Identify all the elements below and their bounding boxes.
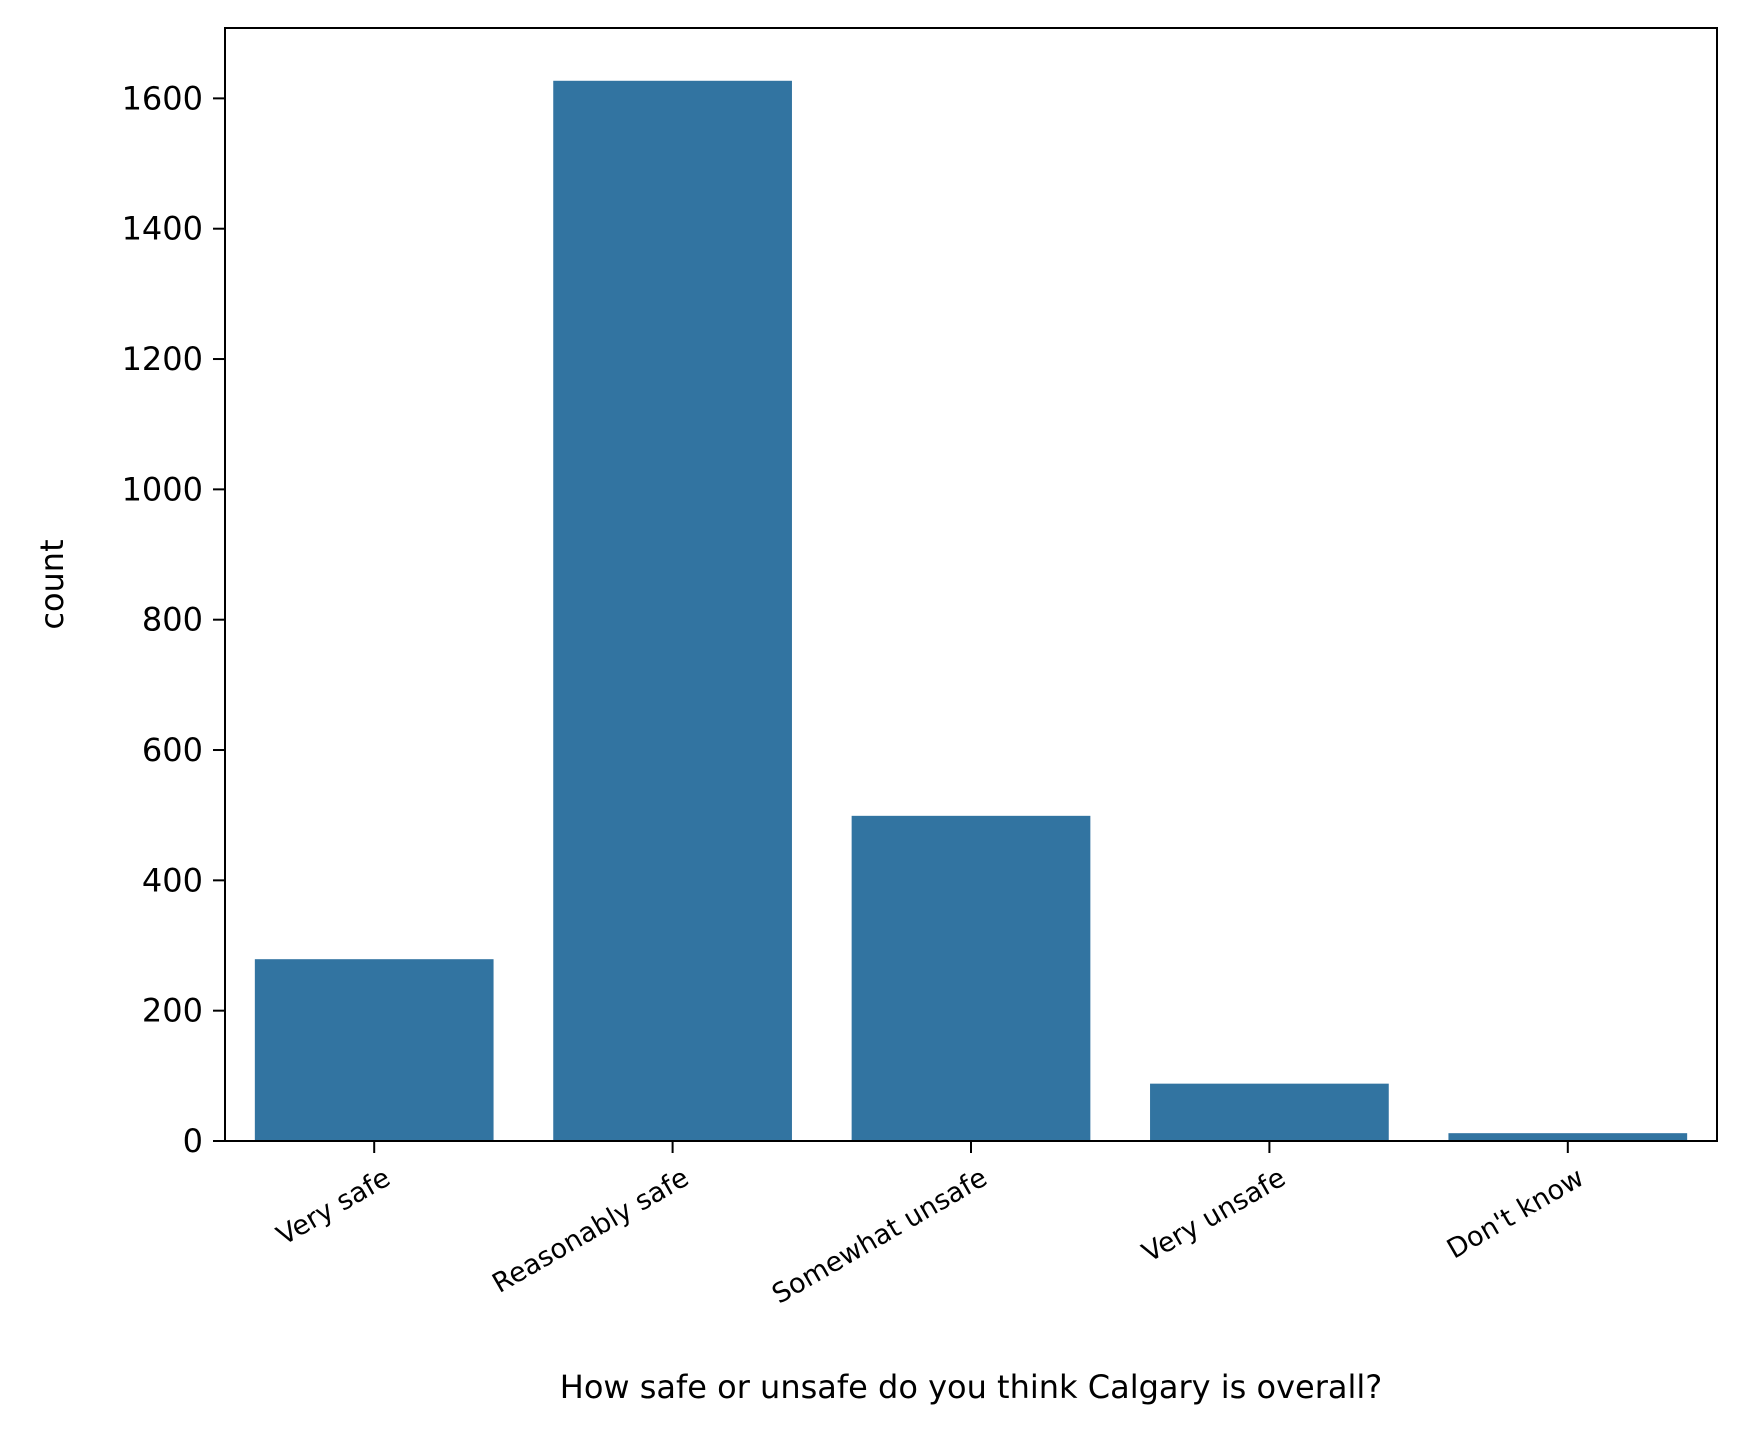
- y-tick-label: 800: [142, 601, 203, 639]
- y-tick-label: 0: [183, 1122, 203, 1160]
- bar: [553, 81, 792, 1141]
- y-tick-label: 600: [142, 731, 203, 769]
- y-tick-label: 1400: [122, 210, 203, 248]
- y-tick-label: 1200: [122, 340, 203, 378]
- y-tick-label: 200: [142, 992, 203, 1030]
- bar: [852, 816, 1091, 1141]
- bar: [1150, 1084, 1389, 1141]
- x-axis-label: How safe or unsafe do you think Calgary …: [560, 1368, 1383, 1406]
- y-axis-label: count: [33, 539, 71, 629]
- bar: [255, 959, 494, 1141]
- y-tick-label: 1000: [122, 470, 203, 508]
- bar: [1448, 1133, 1687, 1141]
- y-tick-label: 1600: [122, 79, 203, 117]
- y-tick-label: 400: [142, 861, 203, 899]
